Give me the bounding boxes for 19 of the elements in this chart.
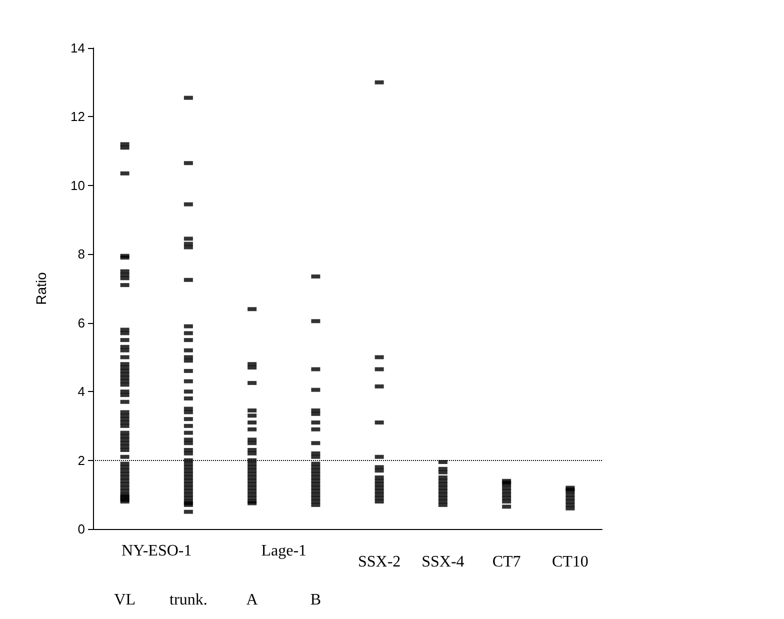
y-tick-label: 4 <box>78 384 85 400</box>
y-tick-label: 8 <box>78 246 85 262</box>
y-tick-label: 10 <box>70 178 85 193</box>
x-tick-label: A <box>246 592 258 608</box>
text: NY-ESO-1 <box>122 542 192 560</box>
y-tick-label: 14 <box>70 40 85 56</box>
x-tick-label: SSX-2 <box>358 554 401 570</box>
x-tick-label: trunk. <box>170 592 208 608</box>
text: Lage-1 <box>261 542 307 560</box>
x-tick-label: CT10 <box>552 554 588 570</box>
x-tick-label: CT7 <box>492 554 521 570</box>
y-tick-label: 2 <box>78 452 85 468</box>
x-tick-label: VL <box>114 592 136 608</box>
y-axis-title: Ratio <box>33 272 49 305</box>
x-tick-label: SSX-4 <box>422 554 464 570</box>
y-tick-label: 6 <box>78 315 85 330</box>
y-tick-label: 0 <box>78 522 85 536</box>
y-tick-label: 12 <box>70 109 85 124</box>
x-tick-label: B <box>310 592 322 608</box>
